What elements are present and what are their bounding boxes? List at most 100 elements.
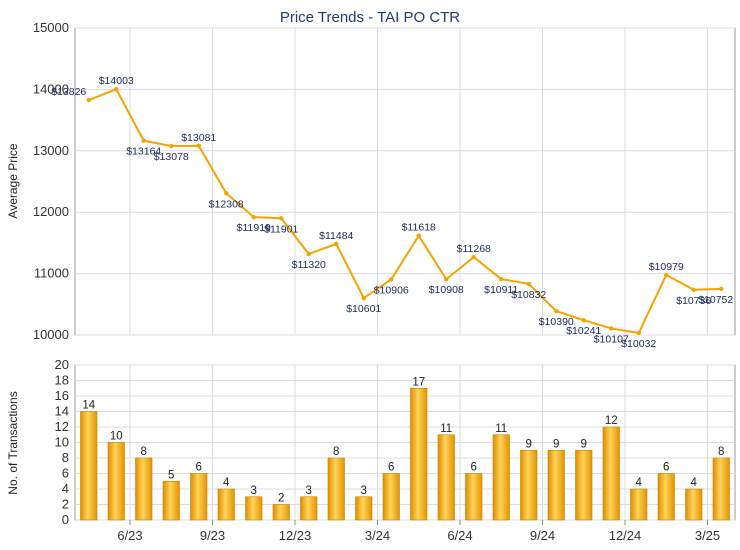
transactions-data-label: 3 (251, 485, 257, 497)
transactions-bar (492, 434, 510, 521)
price-point (224, 191, 229, 196)
transactions-x-tick-label: 3/24 (365, 528, 390, 543)
price-data-label: $13164 (126, 146, 161, 158)
transactions-bar (107, 442, 125, 521)
price-data-label: $11320 (292, 259, 326, 271)
transactions-bar (602, 426, 620, 521)
price-point (306, 251, 311, 257)
transactions-y-tick-label: 20 (55, 357, 69, 372)
transactions-gridlines (75, 364, 735, 521)
transactions-bar (272, 504, 290, 521)
price-data-label: $11919 (237, 222, 271, 234)
price-panel: 10000 11000 12000 13000 14000 15000 Average P… (6, 20, 736, 350)
transactions-y-tick-label: 4 (62, 481, 69, 496)
transactions-bar (547, 449, 565, 521)
transactions-data-label: 6 (663, 462, 669, 474)
transactions-bar (437, 434, 455, 521)
price-points (86, 87, 724, 336)
price-point (361, 295, 366, 301)
transactions-bar (135, 457, 153, 521)
transactions-bar (217, 488, 235, 521)
transactions-data-label: 11 (440, 423, 452, 435)
price-data-label: $10241 (566, 325, 601, 337)
transactions-data-label: 8 (718, 446, 724, 458)
transactions-bar (80, 411, 98, 521)
price-point (279, 216, 284, 221)
transactions-data-label: 3 (361, 485, 367, 497)
price-data-label: $10906 (374, 284, 409, 296)
price-point (554, 308, 559, 314)
transactions-data-label: 8 (333, 446, 339, 458)
price-point (719, 286, 724, 292)
transactions-data-label: 2 (278, 493, 284, 505)
transactions-x-tick-label: 9/23 (200, 528, 225, 543)
transactions-bar (712, 457, 730, 521)
price-y-ticks: 10000 11000 12000 13000 14000 15000 (33, 20, 69, 342)
price-data-label: $10601 (346, 303, 381, 315)
price-point (86, 97, 91, 103)
transactions-data-label: 9 (526, 438, 532, 450)
price-data-labels: $13826 $14003 $13164$13078 $13081 $12308 $119… (51, 75, 733, 350)
price-y-tick-label: 11000 (34, 266, 69, 281)
transactions-data-labels: 14 10 8 5 6 4 3 2 3 8 3 6 17 11 6 11 9 9 9 12 4 6 4 8 (82, 376, 724, 504)
price-line-series (88, 88, 722, 335)
transactions-bar (685, 488, 703, 521)
transactions-x-tick-label: 9/24 (530, 528, 555, 543)
price-data-label: $10908 (429, 284, 464, 296)
transactions-data-label: 5 (168, 469, 174, 481)
price-data-label: $11484 (319, 230, 353, 242)
transactions-bar (327, 457, 345, 521)
price-point (141, 138, 146, 143)
transactions-data-label: 10 (110, 431, 123, 443)
price-y-tick-label: 12000 (33, 204, 69, 219)
price-y-axis-title: Average Price (6, 143, 20, 218)
transactions-bar (245, 496, 263, 521)
price-point (581, 318, 586, 323)
transactions-y-tick-label: 18 (55, 373, 69, 388)
transactions-bar (410, 387, 428, 521)
price-point (251, 214, 256, 220)
price-point (526, 281, 531, 287)
price-point (444, 277, 449, 282)
transactions-bar (190, 473, 208, 521)
price-point (664, 272, 669, 278)
price-data-label: $13078 (154, 151, 189, 163)
transactions-bar (382, 473, 400, 521)
price-line (88, 88, 722, 335)
transactions-y-tick-label: 12 (55, 419, 69, 434)
transactions-data-label: 17 (412, 376, 425, 388)
transactions-y-tick-label: 6 (62, 466, 69, 481)
transactions-bar (162, 480, 180, 521)
price-data-label: $11618 (402, 222, 436, 234)
price-point (499, 276, 504, 282)
transactions-data-label: 6 (196, 462, 202, 474)
transactions-data-label: 9 (581, 438, 587, 450)
transactions-data-label: 8 (141, 446, 147, 458)
transactions-x-ticks: 6/23 9/23 12/23 3/24 6/24 9/24 12/24 3/25 (117, 520, 720, 543)
transactions-data-label: 9 (553, 438, 559, 450)
price-y-tick-label: 15000 (33, 20, 69, 35)
price-data-label: $12308 (209, 198, 244, 210)
transactions-bar (300, 496, 318, 521)
transactions-data-label: 12 (605, 415, 618, 427)
price-data-label: $10107 (594, 333, 629, 345)
transactions-bar (575, 449, 593, 521)
transactions-bars (80, 387, 730, 521)
price-data-label: $10832 (511, 289, 546, 301)
transactions-x-tick-label: 12/23 (279, 528, 312, 543)
price-data-label: $10032 (621, 338, 656, 350)
price-data-label: $10736 (676, 295, 711, 307)
price-point (471, 254, 476, 260)
transactions-bar (465, 473, 483, 521)
transactions-bar (630, 488, 648, 521)
price-point (389, 277, 394, 282)
price-gridlines (75, 27, 735, 336)
price-data-label: $10390 (539, 316, 574, 328)
price-point (334, 241, 339, 247)
transactions-x-tick-label: 6/23 (117, 528, 142, 543)
transactions-x-tick-label: 12/24 (609, 528, 642, 543)
transactions-data-label: 3 (306, 485, 312, 497)
transactions-y-tick-label: 0 (62, 512, 69, 527)
price-y-tick-label: 10000 (33, 327, 69, 342)
